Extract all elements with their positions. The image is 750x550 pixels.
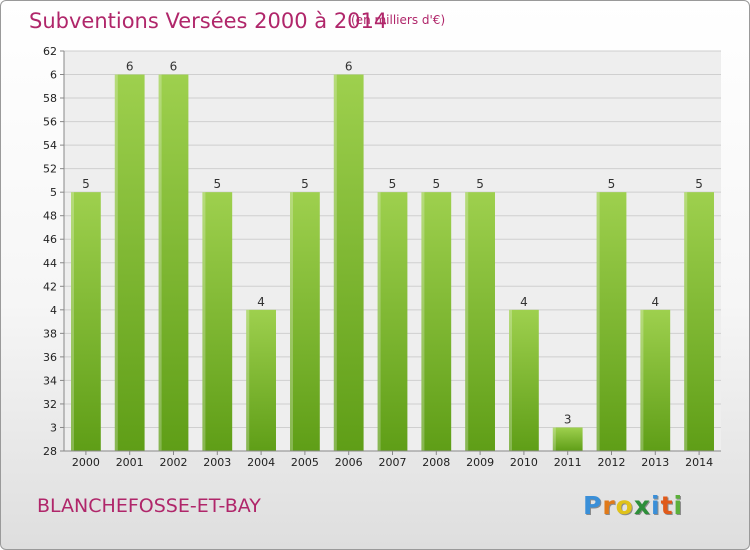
y-tick-label: 34 <box>43 374 57 387</box>
y-tick-label: 5 <box>50 186 57 199</box>
x-tick-label: 2004 <box>247 456 275 469</box>
logo-letter: P <box>583 491 603 520</box>
bar <box>202 192 233 452</box>
x-tick-label: 2009 <box>466 456 494 469</box>
bar-highlight <box>421 192 425 452</box>
x-tick-label: 2013 <box>641 456 669 469</box>
logo-letter: x <box>633 491 651 520</box>
bar-highlight <box>684 192 688 452</box>
logo-letter: i <box>673 491 684 520</box>
y-tick-label: 36 <box>43 351 57 364</box>
y-tick-label: 32 <box>43 398 57 411</box>
bar <box>552 427 583 451</box>
bar <box>684 192 714 452</box>
x-tick-label: 2001 <box>116 456 144 469</box>
x-tick-label: 2010 <box>510 456 538 469</box>
y-tick-label: 38 <box>43 327 57 340</box>
bar <box>246 309 276 451</box>
bar-highlight <box>509 309 513 451</box>
bar-value-label: 4 <box>651 295 659 309</box>
bar-value-label: 5 <box>301 177 309 191</box>
logo-letter: t <box>660 491 674 520</box>
bar-value-label: 5 <box>389 177 397 191</box>
y-tick-label: 48 <box>43 210 57 223</box>
bar-value-label: 5 <box>695 177 703 191</box>
bar <box>640 309 671 451</box>
bar-value-label: 6 <box>126 60 134 74</box>
y-tick-label: 56 <box>43 116 57 129</box>
bar-highlight <box>465 192 469 452</box>
bar-highlight <box>290 192 294 452</box>
y-tick-label: 6 <box>50 69 57 82</box>
bar-highlight <box>640 309 644 451</box>
bar-highlight <box>596 192 600 452</box>
bar <box>333 74 364 451</box>
bar <box>290 192 320 452</box>
x-tick-label: 2014 <box>685 456 713 469</box>
bar-value-label: 6 <box>170 60 178 74</box>
y-tick-label: 28 <box>43 445 57 458</box>
x-tick-label: 2011 <box>554 456 582 469</box>
x-tick-label: 2012 <box>598 456 626 469</box>
bar-value-label: 4 <box>257 295 265 309</box>
bar <box>465 192 495 452</box>
y-tick-label: 58 <box>43 92 57 105</box>
bar-value-label: 5 <box>82 177 90 191</box>
bar-value-label: 4 <box>520 295 528 309</box>
bars: 5 6 6 5 4 5 6 5 5 5 4 3 5 4 5 <box>71 60 714 452</box>
chart-subtitle: (en milliers d'€) <box>351 13 446 27</box>
bar <box>421 192 452 452</box>
x-tick-label: 2002 <box>160 456 188 469</box>
x-axis: 2000 2001 2002 2003 2004 2005 2006 2007 2008 2009… <box>72 451 713 469</box>
bar <box>509 309 539 451</box>
bar-value-label: 3 <box>564 412 572 426</box>
y-tick-label: 4 <box>50 304 57 317</box>
chart-title: Subventions Versées 2000 à 2014 <box>29 9 388 33</box>
logo-letter: r <box>602 491 616 520</box>
bar-highlight <box>246 309 250 451</box>
logo-letter: i <box>651 491 661 520</box>
x-tick-label: 2005 <box>291 456 319 469</box>
bar-highlight <box>552 427 556 451</box>
bar-highlight <box>114 74 118 451</box>
bar-highlight <box>71 192 75 452</box>
bar-value-label: 6 <box>345 60 353 74</box>
bar-highlight <box>377 192 381 452</box>
x-tick-label: 2000 <box>72 456 100 469</box>
bar-value-label: 5 <box>432 177 440 191</box>
x-tick-label: 2006 <box>335 456 363 469</box>
bar <box>596 192 627 452</box>
y-tick-label: 62 <box>43 45 57 58</box>
y-tick-label: 44 <box>43 257 57 270</box>
bar-value-label: 5 <box>213 177 221 191</box>
proxiti-logo: Proxiti <box>583 491 683 520</box>
bar-highlight <box>333 74 337 451</box>
x-tick-label: 2007 <box>379 456 407 469</box>
x-tick-label: 2008 <box>422 456 450 469</box>
bar-highlight <box>158 74 162 451</box>
logo-letter: o <box>615 491 634 520</box>
x-tick-label: 2003 <box>203 456 231 469</box>
bar-value-label: 5 <box>476 177 484 191</box>
bar-value-label: 5 <box>608 177 616 191</box>
commune-name: BLANCHEFOSSE-ET-BAY <box>37 495 261 517</box>
y-tick-label: 46 <box>43 233 57 246</box>
y-axis: 28 3 32 34 36 38 4 42 44 46 48 5 52 54 56 58 6 62 <box>43 45 64 458</box>
y-tick-label: 3 <box>50 421 57 434</box>
y-tick-label: 42 <box>43 280 57 293</box>
y-tick-label: 54 <box>43 139 57 152</box>
bar <box>158 74 189 451</box>
bar <box>71 192 101 452</box>
bar <box>377 192 408 452</box>
bar <box>114 74 145 451</box>
bar-highlight <box>202 192 206 452</box>
y-tick-label: 52 <box>43 163 57 176</box>
